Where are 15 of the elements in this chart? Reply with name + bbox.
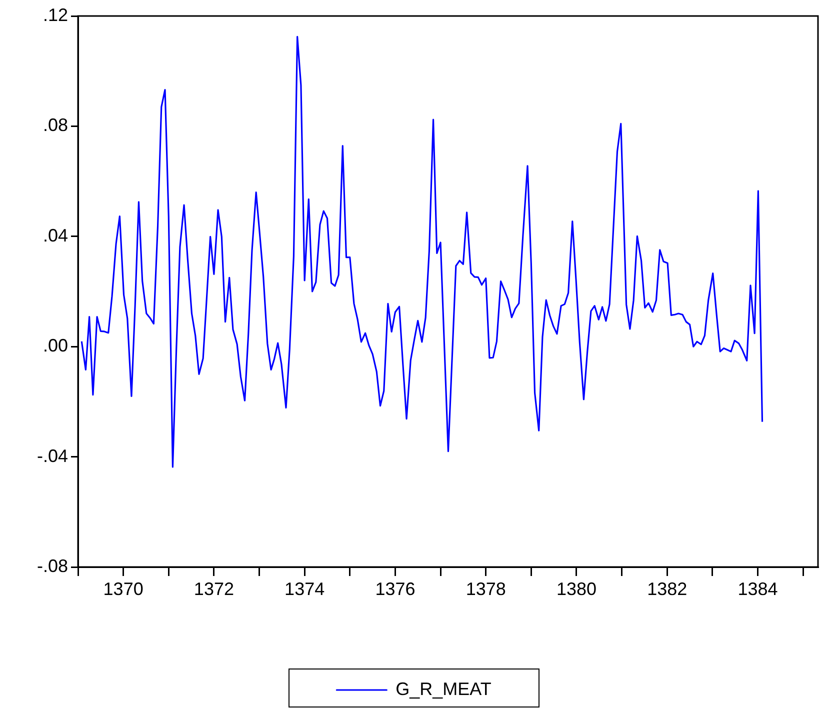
x-tick-label: 1376 [375,578,416,599]
y-tick-label: -.08 [36,556,68,576]
x-tick-label: 1370 [103,578,144,599]
y-tick-label: .08 [42,115,68,136]
y-tick-label: .04 [42,225,68,246]
y-tick-label: -.04 [36,446,68,466]
y-tick-label: .00 [42,336,68,356]
x-tick-label: 1372 [194,578,234,599]
x-tick-label: 1380 [556,578,596,599]
x-tick-label: 1378 [466,578,506,599]
x-tick-label: 1374 [284,578,325,599]
y-tick-label: .12 [42,4,68,25]
x-tick-label: 1382 [647,578,688,599]
legend-label: G_R_MEAT [396,678,492,699]
x-tick-label: 1384 [738,578,778,599]
